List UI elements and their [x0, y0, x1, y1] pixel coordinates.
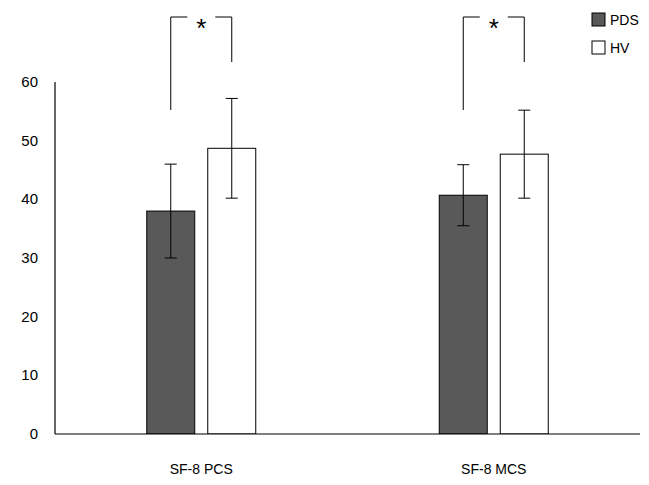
error-cap: [226, 198, 238, 199]
tick-label: 60: [21, 73, 38, 90]
tick-label: 30: [21, 249, 38, 266]
error-cap: [165, 164, 177, 165]
error-cap: [165, 258, 177, 259]
bracket-line: [508, 17, 525, 62]
error-cap: [518, 198, 530, 199]
chart: 0 10 20 30 40 50 60 SF-8 PCS SF-8 MCS * * PDS HV: [0, 0, 649, 485]
category-label: SF-8 MCS: [461, 461, 526, 477]
error-cap: [457, 225, 469, 226]
bracket-line: [215, 17, 232, 62]
tick-label: 50: [21, 132, 38, 149]
bracket-line: [463, 17, 480, 110]
plot-area: [147, 98, 549, 434]
annotation: *: [196, 13, 206, 43]
tick-label: 40: [21, 190, 38, 207]
error-bar: [165, 164, 177, 258]
legend-swatch: [592, 41, 605, 54]
tick-label: 10: [21, 366, 38, 383]
error-line: [463, 165, 464, 226]
error-cap: [518, 110, 530, 111]
legend-label: HV: [610, 40, 630, 56]
y-axis: [54, 82, 55, 434]
tick-label: 0: [30, 425, 38, 442]
error-cap: [457, 164, 469, 165]
annotation: *: [489, 13, 499, 43]
bracket-line: [171, 17, 188, 110]
error-line: [231, 98, 232, 198]
error-line: [170, 164, 171, 258]
legend-label: PDS: [610, 12, 639, 28]
error-bar: [518, 110, 530, 198]
error-line: [524, 110, 525, 198]
error-cap: [226, 98, 238, 99]
error-bar: [457, 165, 469, 226]
category-label: SF-8 PCS: [170, 461, 233, 477]
tick-label: 20: [21, 308, 38, 325]
legend-swatch: [592, 13, 605, 26]
x-axis: [55, 433, 640, 434]
bar: [439, 195, 487, 434]
error-bar: [226, 98, 238, 198]
